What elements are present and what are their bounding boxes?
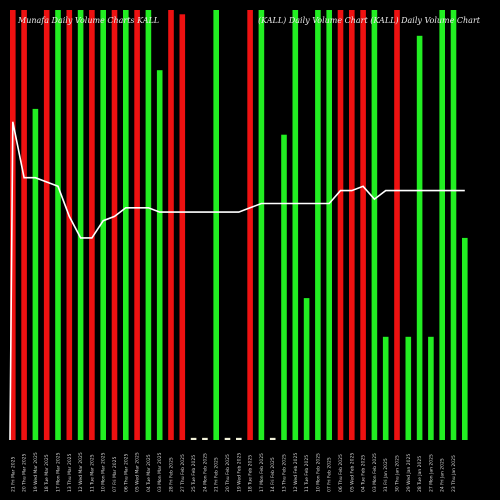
- volume-bar: [349, 10, 355, 440]
- x-tick-label: 27 Mon Jan 2025: [428, 454, 434, 492]
- x-tick-label: 07 Fri Feb 2025: [327, 457, 333, 492]
- volume-bar: [202, 437, 208, 440]
- volume-bar: [145, 10, 152, 440]
- x-tick-label: 12 Wed Mar 2025: [78, 452, 84, 492]
- volume-bar: [360, 10, 366, 440]
- volume-bar: [190, 437, 197, 440]
- volume-bar: [439, 10, 445, 440]
- x-tick-label: 19 Wed Mar 2025: [33, 452, 39, 492]
- volume-bar: [303, 298, 310, 440]
- x-tick-label: 14 Fri Feb 2025: [270, 457, 276, 492]
- volume-bar: [111, 10, 118, 440]
- volume-bar: [224, 437, 231, 440]
- x-tick-label: 27 Thu Feb 2025: [180, 454, 186, 492]
- volume-bar: [168, 10, 174, 440]
- volume-bar: [371, 10, 378, 440]
- volume-bar: [134, 10, 140, 440]
- x-tick-label: 28 Tue Jan 2025: [417, 456, 423, 492]
- x-tick-label: 11 Tue Mar 2025: [89, 454, 95, 492]
- x-tick-label: 13 Thu Feb 2025: [282, 454, 288, 492]
- volume-bar: [213, 10, 219, 440]
- volume-bar: [428, 336, 434, 440]
- x-tick-label: 07 Fri Mar 2025: [112, 457, 118, 492]
- volume-bar: [156, 70, 163, 440]
- volume-bar: [89, 10, 95, 440]
- volume-bar: [21, 10, 27, 440]
- chart-title-left: Munafa Daily Volume Charts KALL: [17, 16, 159, 25]
- average-line: [9, 121, 465, 441]
- bar-series: [10, 10, 468, 441]
- x-tick-label: 05 Wed Mar 2025: [135, 452, 141, 492]
- x-tick-label: 20 Thu Mar 2025: [22, 453, 28, 492]
- volume-bar: [315, 10, 321, 440]
- x-tick-label: 17 Mon Mar 2025: [56, 452, 62, 492]
- x-tick-label: 03 Mon Mar 2025: [157, 452, 163, 492]
- volume-bar: [269, 437, 276, 440]
- volume-bar: [292, 10, 299, 440]
- volume-bar: [382, 336, 389, 440]
- x-tick-label: 21 Fri Mar 2025: [10, 457, 16, 492]
- volume-bar: [258, 10, 265, 440]
- x-tick-label: 18 Tue Mar 2025: [44, 454, 50, 492]
- x-tick-label: 24 Mon Feb 2025: [202, 453, 208, 492]
- volume-bar: [10, 10, 16, 440]
- volume-bar: [281, 134, 287, 440]
- x-tick-label: 25 Tue Feb 2025: [191, 455, 197, 492]
- x-tick-label: 24 Fri Jan 2025: [440, 458, 446, 492]
- x-tick-label: 12 Wed Feb 2025: [293, 453, 299, 492]
- x-tick-label: 04 Tue Feb 2025: [361, 455, 367, 492]
- volume-bar: [450, 10, 457, 440]
- chart-title-right: (KALL) Daily Volume Chart (KALL) Daily V…: [258, 16, 481, 25]
- x-tick-label: 30 Thu Jan 2025: [395, 455, 401, 492]
- volume-bar: [462, 237, 468, 440]
- x-tick-label: 04 Tue Mar 2025: [146, 454, 152, 492]
- x-tick-label: 20 Thu Feb 2025: [225, 454, 231, 492]
- volume-bar: [179, 14, 186, 441]
- x-tick-label: 13 Thu Mar 2025: [67, 453, 73, 492]
- x-tick-label: 10 Mon Mar 2025: [101, 452, 107, 492]
- volume-bar: [337, 10, 344, 440]
- x-tick-labels: 21 Fri Mar 2025 20 Thu Mar 2025 19 Wed Mar…: [10, 452, 457, 492]
- x-tick-label: 19 Wed Feb 2025: [236, 453, 242, 492]
- volume-bar: [77, 10, 84, 440]
- volume-bar: [326, 10, 332, 440]
- x-tick-label: 31 Fri Jan 2025: [383, 458, 389, 492]
- x-tick-label: 06 Thu Feb 2025: [338, 454, 344, 492]
- volume-bar: [32, 108, 39, 441]
- volume-bar: [100, 10, 106, 440]
- volume-bar: [416, 35, 423, 441]
- volume-bar: [247, 10, 253, 440]
- x-tick-label: 10 Mon Feb 2025: [315, 453, 321, 492]
- x-tick-label: 21 Fri Feb 2025: [214, 457, 220, 492]
- volume-bar: [66, 10, 73, 440]
- x-tick-label: 17 Mon Feb 2025: [259, 453, 265, 492]
- x-tick-label: 18 Tue Feb 2025: [248, 455, 254, 492]
- x-tick-label: 03 Mon Feb 2025: [372, 453, 378, 492]
- volume-bar: [394, 10, 400, 440]
- volume-bar: [55, 10, 61, 440]
- x-tick-label: 05 Wed Feb 2025: [349, 453, 355, 492]
- volume-bar: [236, 437, 242, 440]
- x-tick-label: 11 Tue Feb 2025: [304, 455, 310, 492]
- x-tick-label: 29 Wed Jan 2025: [406, 454, 412, 492]
- x-tick-label: 23 Thu Jan 2025: [451, 455, 457, 492]
- x-tick-label: 06 Thu Mar 2025: [123, 453, 129, 492]
- volume-bar: [43, 10, 50, 440]
- x-tick-label: 28 Fri Feb 2025: [169, 457, 175, 492]
- volume-bar: [405, 336, 412, 440]
- volume-bar: [123, 10, 129, 440]
